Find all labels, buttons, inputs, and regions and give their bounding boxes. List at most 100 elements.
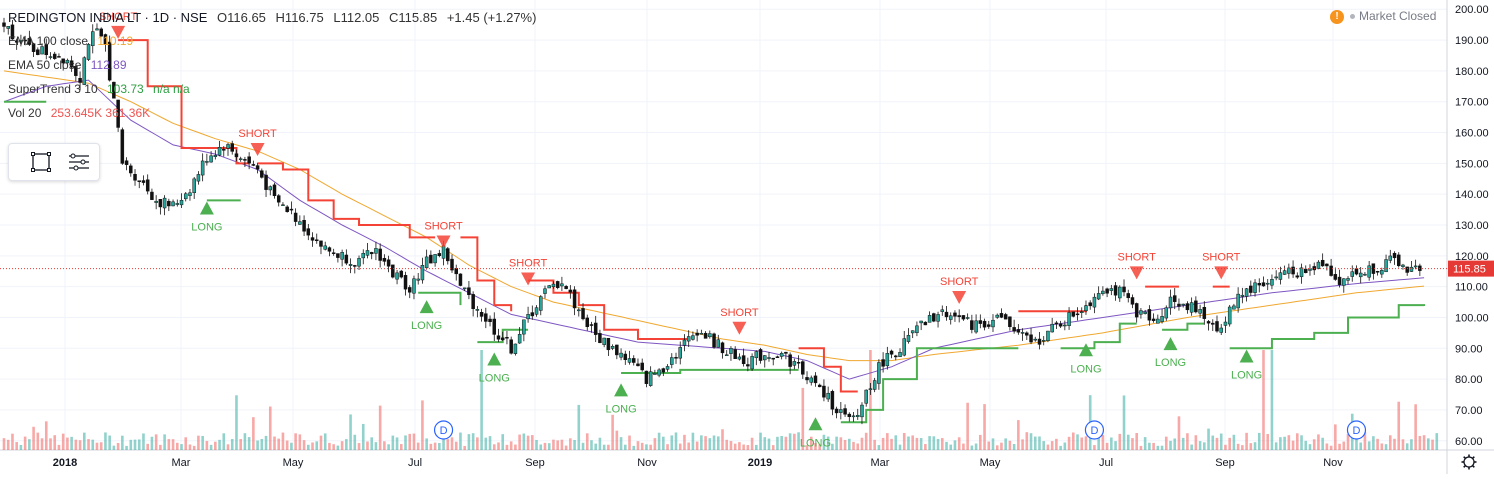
volume-bar	[260, 438, 264, 450]
volume-bar	[353, 434, 357, 450]
candle-body	[872, 380, 877, 390]
volume-bar	[175, 442, 179, 450]
volume-bar	[1283, 436, 1286, 450]
candle-body	[1143, 311, 1147, 314]
candle-body	[796, 362, 801, 364]
candle-body	[230, 143, 234, 152]
volume-bar	[809, 436, 813, 450]
candle-body	[534, 307, 539, 315]
volume-bar	[1397, 401, 1401, 450]
candle-body	[593, 322, 598, 335]
status-dot-icon	[1350, 14, 1355, 20]
candle-body	[399, 270, 404, 278]
candle-body	[1189, 302, 1194, 313]
candle-body	[1139, 310, 1143, 315]
volume-bar	[911, 435, 914, 450]
volume-bar	[11, 433, 14, 450]
candle-body	[61, 58, 65, 64]
candle-body	[1240, 294, 1245, 297]
volume-bar	[239, 439, 242, 450]
short-signal-label: SHORT	[99, 11, 138, 23]
volume-bar	[645, 444, 648, 450]
volume-bar	[32, 426, 35, 450]
volume-bar	[983, 404, 986, 450]
candle-body	[623, 353, 628, 360]
volume-bar	[784, 436, 788, 450]
volume-bar	[518, 434, 521, 450]
volume-bar	[670, 435, 674, 450]
candle-body	[361, 252, 365, 259]
candle-body	[500, 337, 505, 341]
gear-tooth	[1463, 464, 1467, 468]
volume-bar	[104, 432, 107, 450]
candle-body	[327, 247, 332, 252]
candle-body	[653, 373, 657, 375]
volume-bar	[1025, 432, 1029, 450]
candle-body	[974, 320, 978, 333]
volume-bar	[1249, 443, 1253, 450]
volume-bar	[1342, 441, 1346, 450]
volume-bar	[1274, 442, 1278, 450]
rectangle-tool-icon[interactable]	[29, 150, 53, 174]
candle-body	[319, 240, 323, 247]
candle-body	[957, 315, 961, 318]
candle-body	[145, 179, 150, 192]
candle-body	[188, 192, 192, 196]
volume-bar	[433, 442, 437, 450]
candle-body	[1304, 268, 1308, 273]
candle-body	[703, 332, 708, 339]
volume-bar	[450, 437, 454, 450]
volume-bar	[180, 444, 183, 450]
volume-bar	[463, 445, 466, 450]
candle-body	[1156, 318, 1160, 324]
candle-body	[315, 239, 319, 241]
short-signal-icon	[436, 235, 451, 249]
volume-bar	[281, 432, 285, 450]
volume-bar	[1384, 444, 1388, 450]
menu-lines-icon[interactable]	[67, 150, 91, 174]
volume-bar	[552, 439, 555, 450]
price-axis-label: 80.00	[1455, 374, 1483, 386]
volume-bar	[695, 441, 699, 450]
volume-bar	[678, 443, 682, 450]
candle-body	[860, 404, 864, 418]
volume-bar	[1181, 437, 1185, 450]
candle-body	[437, 253, 442, 256]
candle-body	[488, 318, 492, 322]
market-status[interactable]: ! Market Closed	[1330, 9, 1436, 24]
volume-bar	[357, 443, 361, 450]
volume-bar	[1346, 434, 1350, 450]
candle-body	[805, 377, 809, 381]
candle-body	[636, 363, 640, 367]
volume-bar	[1186, 433, 1189, 450]
volume-bar	[49, 438, 52, 450]
candle-body	[598, 333, 602, 344]
supertrend-segment	[1018, 305, 1087, 313]
long-signal-label: LONG	[411, 320, 442, 332]
candle-body	[403, 275, 408, 290]
volume-bar	[598, 437, 602, 450]
volume-bar	[340, 441, 344, 450]
candle-body	[771, 357, 775, 360]
volume-bar	[936, 438, 940, 450]
candle-body	[293, 212, 298, 222]
volume-bar	[480, 350, 483, 450]
candle-body	[2, 22, 6, 27]
candle-body	[991, 319, 995, 328]
volume-bar	[1194, 435, 1198, 450]
volume-bar	[573, 439, 576, 450]
candle-body	[91, 31, 95, 47]
settings-gear-icon[interactable]	[1461, 454, 1477, 470]
candle-body	[729, 348, 733, 354]
volume-bar	[150, 436, 154, 450]
volume-bar	[514, 444, 517, 450]
volume-bar	[171, 439, 175, 450]
candle-body	[1384, 259, 1388, 273]
volume-bar	[886, 433, 889, 450]
volume-bar	[146, 443, 149, 450]
candle-body	[1008, 316, 1012, 328]
volume-bar	[1228, 437, 1231, 450]
volume-bar	[1164, 436, 1168, 450]
